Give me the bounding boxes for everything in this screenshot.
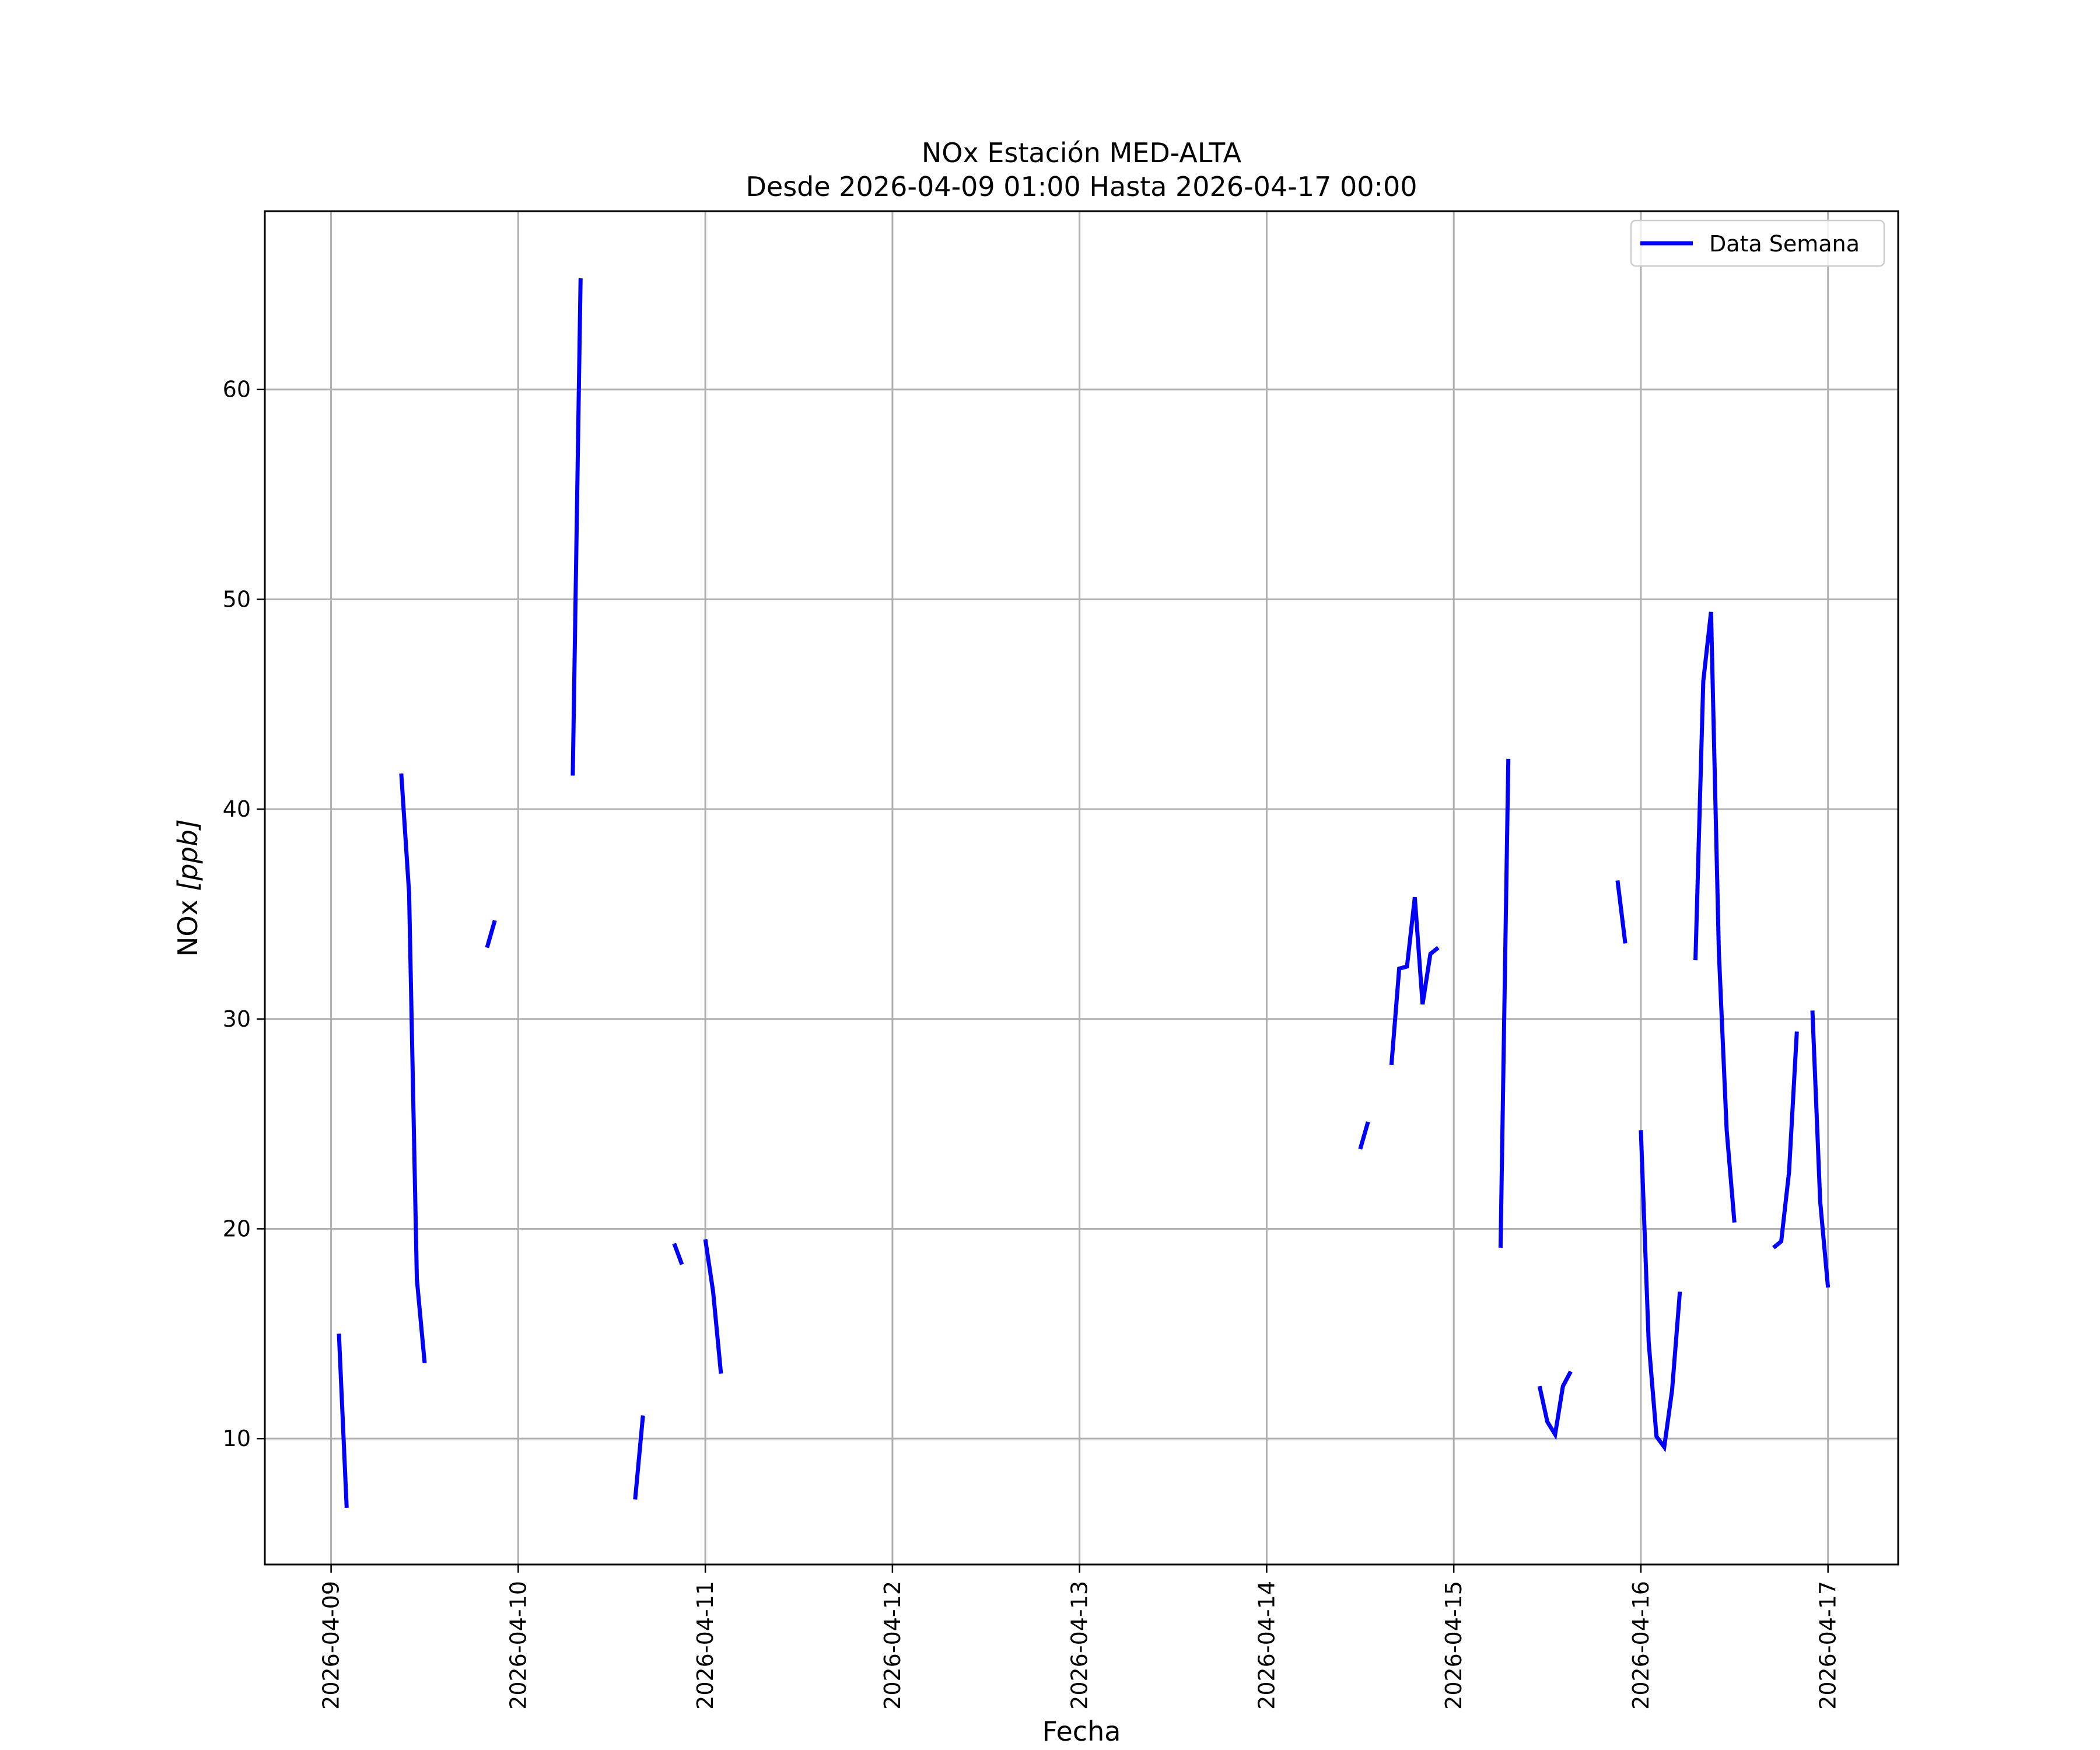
series-0-segment-13 [1693,611,1737,1223]
x-axis-label: Fecha [1042,1716,1121,1747]
y-tick-label-5: 60 [223,377,251,402]
x-tick-label-7: 2026-04-16 [1628,1581,1654,1710]
series-0-segment-3 [570,278,583,776]
series-0-segment-14 [1772,1031,1799,1250]
x-tick-label-5: 2026-04-14 [1254,1581,1279,1710]
series-0-segment-1 [399,773,427,1364]
series-0-segment-4 [633,1415,645,1500]
series-0-segment-11 [1615,880,1628,944]
series-0-segment-8 [1389,897,1440,1066]
series-0-segment-9 [1498,758,1511,1248]
axis-ticks: 2026-04-09 2026-04-10 2026-04-11 2026-04-12… [223,377,1841,1710]
series-data-semana [337,278,1831,1508]
y-tick-label-3: 40 [223,796,251,822]
y-axis-label-unit: [ppb] [172,819,204,891]
series-0-segment-5 [672,1242,684,1265]
x-tick-label-3: 2026-04-12 [880,1581,905,1710]
y-axis-label-text: NOx [172,891,204,957]
legend-label-data-semana: Data Semana [1709,231,1860,257]
series-0-segment-10 [1537,1370,1573,1440]
y-tick-label-0: 10 [223,1426,251,1451]
series-0-segment-12 [1639,1130,1682,1452]
x-tick-label-2: 2026-04-11 [692,1581,718,1710]
series-0-segment-2 [485,919,497,949]
y-tick-label-1: 20 [223,1216,251,1241]
grid [265,211,1898,1564]
series-0-segment-15 [1810,1010,1831,1288]
y-axis-label: NOx [ppb] [172,819,204,957]
series-0-segment-0 [337,1334,349,1508]
series-0-segment-7 [1358,1121,1370,1150]
x-tick-label-4: 2026-04-13 [1067,1581,1093,1710]
y-tick-label-2: 30 [223,1006,251,1032]
plot-area-frame [264,210,1899,1566]
chart-subtitle: Desde 2026-04-09 01:00 Hasta 2026-04-17 … [746,171,1417,202]
x-tick-label-8: 2026-04-17 [1815,1581,1841,1710]
legend-box [1630,219,1885,267]
x-tick-label-6: 2026-04-15 [1441,1581,1466,1710]
chart-title: NOx Estación MED-ALTA [922,137,1242,169]
x-tick-label-0: 2026-04-09 [318,1581,344,1710]
series-0-segment-6 [703,1238,723,1374]
x-tick-label-1: 2026-04-10 [505,1581,531,1710]
legend: Data Semana [1630,219,1885,267]
y-tick-label-4: 50 [223,586,251,612]
